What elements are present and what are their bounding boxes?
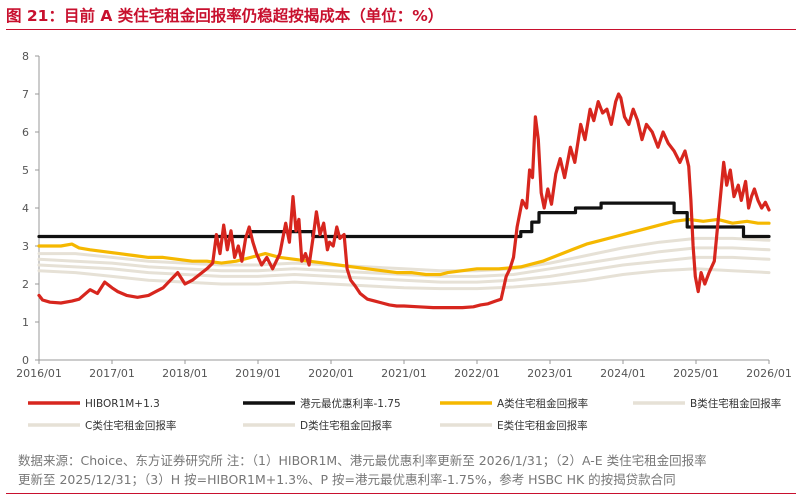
figure-title: 图 21：目前 A 类住宅租金回报率仍稳超按揭成本（单位：%） xyxy=(6,7,444,25)
series-line-3 xyxy=(37,217,771,277)
x-tick-label: 2020/01 xyxy=(308,367,354,380)
source-note-line-2: 更新至 2025/12/31；（3）H 按=HIBOR1M+1.3%、P 按=港… xyxy=(18,472,676,487)
series-line-5 xyxy=(37,246,771,278)
y-tick-label: 3 xyxy=(22,240,29,253)
x-tick-label: 2025/01 xyxy=(673,367,719,380)
title-divider xyxy=(6,29,796,30)
y-tick-label: 8 xyxy=(22,50,29,63)
x-tick-label: 2019/01 xyxy=(235,367,281,380)
x-tick-label: 2017/01 xyxy=(89,367,135,380)
x-tick-label: 2026/01 xyxy=(746,367,792,380)
legend-label: C类住宅租金回报率 xyxy=(85,419,176,432)
y-tick-label: 2 xyxy=(22,278,29,291)
chart-series xyxy=(37,92,771,310)
series-line-1 xyxy=(37,92,771,310)
x-tick-label: 2021/01 xyxy=(381,367,427,380)
legend-label: D类住宅租金回报率 xyxy=(300,419,392,432)
x-tick-label: 2016/01 xyxy=(16,367,62,380)
x-tick-label: 2024/01 xyxy=(600,367,646,380)
chart-axes: 0 1 2 3 4 5 6 7 8 2016/01 2017/01 2018/01 2019/01 202… xyxy=(16,50,792,380)
x-tick-label: 2022/01 xyxy=(454,367,500,380)
x-tick-label: 2023/01 xyxy=(527,367,573,380)
series-line-7 xyxy=(37,267,771,291)
source-note: 数据来源：Choice、东方证券研究所 注：（1）HIBOR1M、港元最优惠利率… xyxy=(18,451,793,489)
y-tick-label: 1 xyxy=(22,316,29,329)
legend-label: A类住宅租金回报率 xyxy=(497,397,588,410)
chart-legend: HIBOR1M+1.3 港元最优惠利率-1.75 A类住宅租金回报率 B类住宅租金回报… xyxy=(28,397,781,432)
y-tick-label: 6 xyxy=(22,126,29,139)
y-tick-label: 5 xyxy=(22,164,29,177)
legend-label: 港元最优惠利率-1.75 xyxy=(300,397,401,410)
series-line-6 xyxy=(37,255,771,284)
y-tick-label: 0 xyxy=(22,354,29,367)
series-line-4 xyxy=(37,236,771,273)
y-tick-label: 4 xyxy=(22,202,29,215)
bottom-divider xyxy=(6,493,796,494)
y-tick-label: 7 xyxy=(22,88,29,101)
x-tick-label: 2018/01 xyxy=(162,367,208,380)
line-chart: 0 1 2 3 4 5 6 7 8 2016/01 2017/01 2018/01 2019/01 202… xyxy=(16,50,792,432)
legend-label: HIBOR1M+1.3 xyxy=(85,398,160,410)
legend-label: E类住宅租金回报率 xyxy=(497,419,588,432)
legend-label: B类住宅租金回报率 xyxy=(690,397,781,410)
source-note-line-1: 数据来源：Choice、东方证券研究所 注：（1）HIBOR1M、港元最优惠利率… xyxy=(18,453,707,468)
series-line-2 xyxy=(37,201,771,239)
